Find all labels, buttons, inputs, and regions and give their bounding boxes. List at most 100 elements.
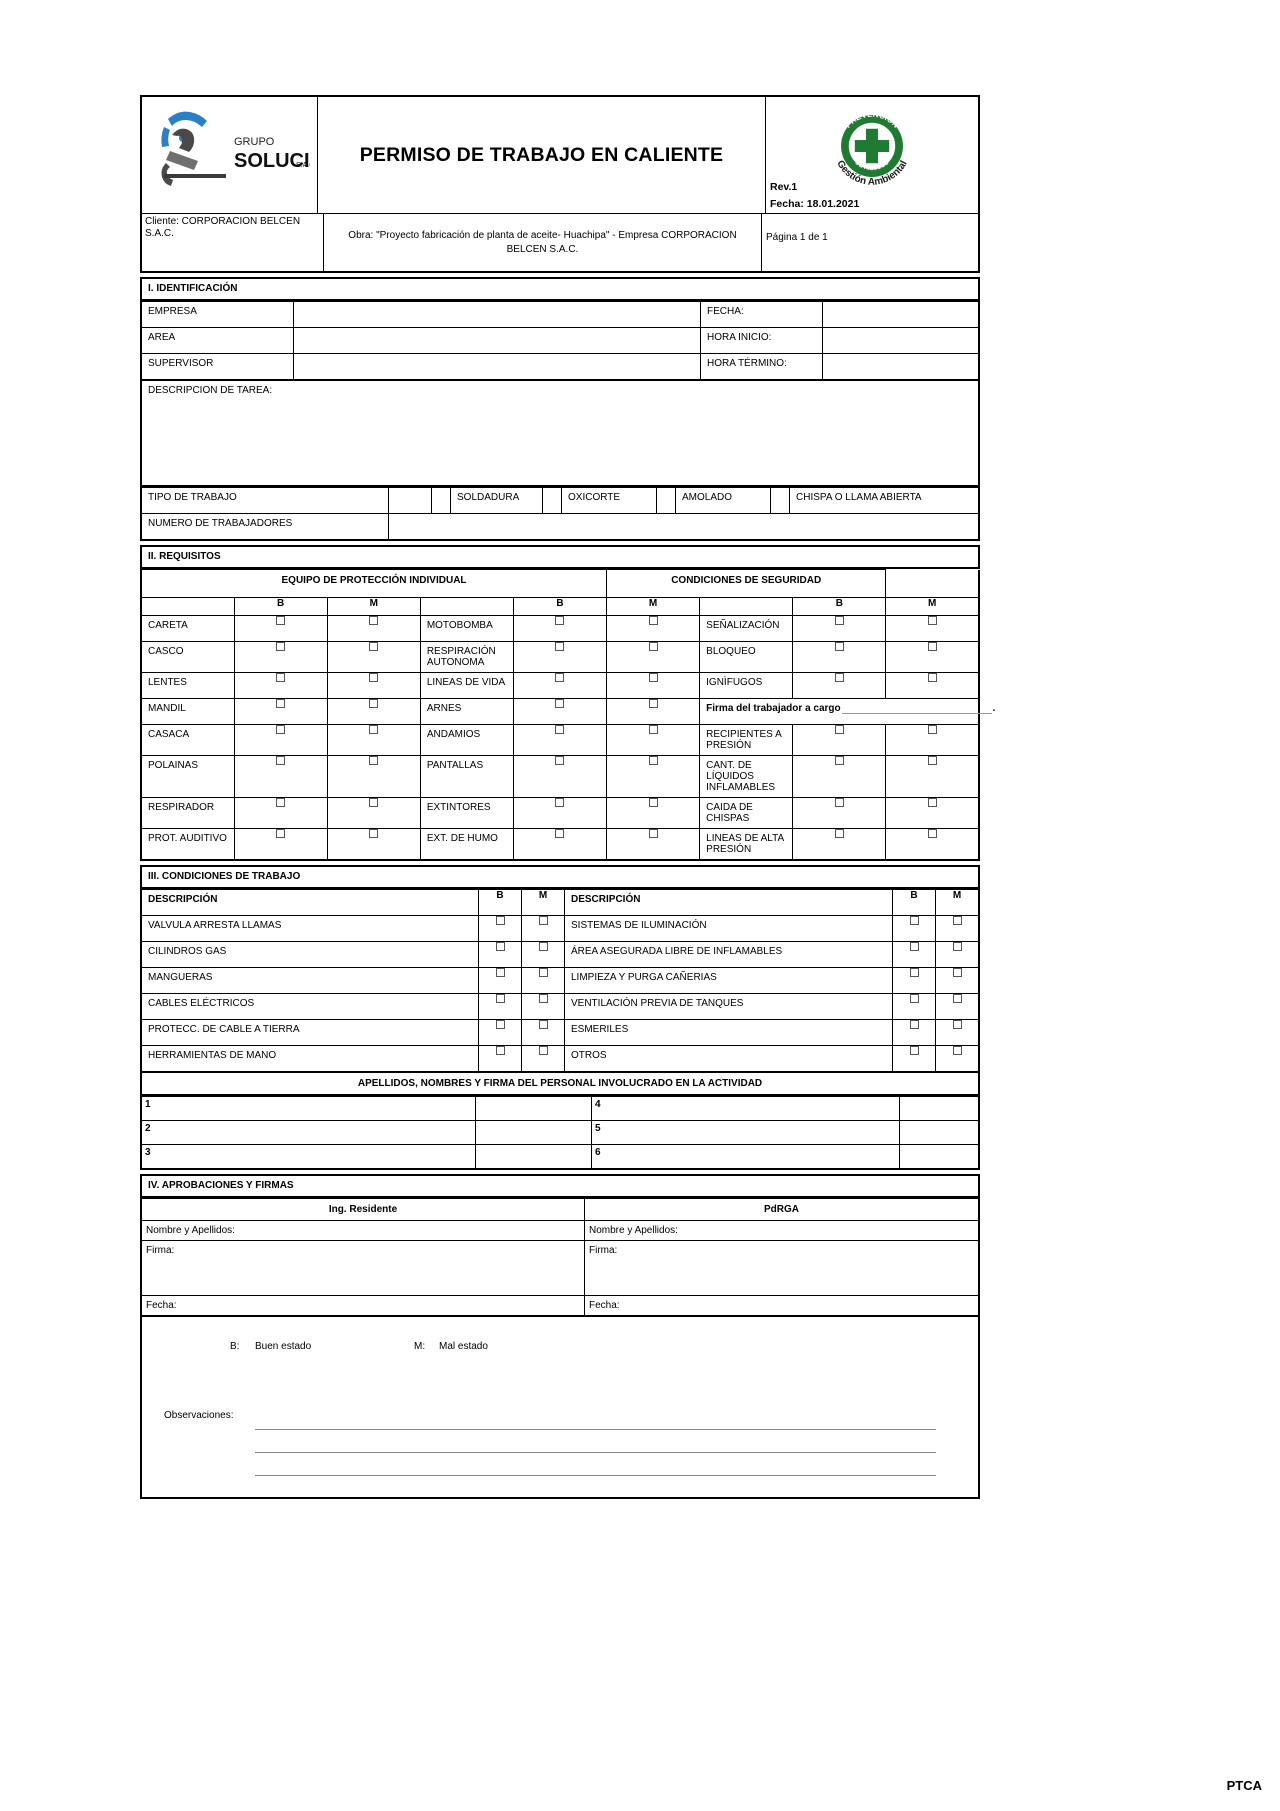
observaciones-lines[interactable] [255, 1407, 936, 1476]
checkbox-icon[interactable] [276, 756, 286, 765]
epp-item2-4-b[interactable] [512, 724, 608, 756]
epp-item-5-b[interactable] [233, 755, 328, 798]
cond-trabajo-left-2-m[interactable] [521, 967, 565, 994]
checkbox-icon[interactable] [276, 798, 286, 807]
checkbox-icon[interactable] [369, 756, 379, 765]
checkbox-icon[interactable] [952, 1046, 962, 1055]
checkbox-icon[interactable] [495, 942, 505, 951]
row-value-fecha[interactable] [822, 301, 980, 328]
epp-item2-2-b[interactable] [512, 672, 608, 699]
cond-seg-item-7-b[interactable] [792, 828, 887, 861]
cond-trabajo-right-1-m[interactable] [935, 941, 980, 968]
checkbox-icon[interactable] [834, 756, 844, 765]
row-value-supervisor[interactable] [293, 353, 701, 381]
cond-trabajo-right-3-m[interactable] [935, 993, 980, 1020]
checkbox-icon[interactable] [834, 616, 844, 625]
personnel-slot-3[interactable]: 3 [140, 1144, 476, 1170]
cond-trabajo-right-3-b[interactable] [892, 993, 936, 1020]
checkbox-icon[interactable] [927, 725, 937, 734]
cond-seg-item-5-b[interactable] [792, 755, 887, 798]
checkbox-icon[interactable] [648, 699, 658, 708]
row-value-area[interactable] [293, 327, 701, 354]
checkbox-icon[interactable] [927, 642, 937, 651]
epp-item-0-b[interactable] [233, 615, 328, 642]
personnel-sign-6[interactable] [899, 1144, 980, 1170]
personnel-slot-4[interactable]: 4 [591, 1096, 900, 1121]
checkbox-icon[interactable] [648, 642, 658, 651]
checkbox-icon[interactable] [648, 673, 658, 682]
checkbox-icon[interactable] [927, 829, 937, 838]
personnel-slot-5[interactable]: 5 [591, 1120, 900, 1145]
checkbox-icon[interactable] [495, 994, 505, 1003]
personnel-sign-4[interactable] [899, 1096, 980, 1121]
cond-trabajo-left-3-m[interactable] [521, 993, 565, 1020]
epp-item2-6-b[interactable] [512, 797, 608, 829]
firma-residente[interactable]: Firma: [140, 1240, 585, 1296]
checkbox-icon[interactable] [952, 916, 962, 925]
epp-item2-3-b[interactable] [512, 698, 608, 725]
tipo-trabajo-check-1[interactable] [431, 487, 451, 514]
checkbox-icon[interactable] [369, 798, 379, 807]
cond-trabajo-right-0-m[interactable] [935, 915, 980, 942]
epp-item2-5-m[interactable] [606, 755, 701, 798]
epp-item2-3-m[interactable] [606, 698, 701, 725]
checkbox-icon[interactable] [538, 994, 548, 1003]
cond-trabajo-right-2-b[interactable] [892, 967, 936, 994]
epp-item2-0-b[interactable] [512, 615, 608, 642]
checkbox-icon[interactable] [276, 616, 286, 625]
checkbox-icon[interactable] [495, 916, 505, 925]
observaciones-line-2[interactable] [255, 1430, 936, 1453]
cond-trabajo-right-1-b[interactable] [892, 941, 936, 968]
checkbox-icon[interactable] [369, 616, 379, 625]
checkbox-icon[interactable] [538, 916, 548, 925]
epp-item-5-m[interactable] [326, 755, 421, 798]
firma-trabajador-a-cargo[interactable]: Firma del trabajador a cargo. [699, 698, 995, 725]
checkbox-icon[interactable] [495, 1020, 505, 1029]
epp-item2-7-b[interactable] [512, 828, 608, 861]
checkbox-icon[interactable] [909, 942, 919, 951]
cond-trabajo-left-5-b[interactable] [478, 1045, 522, 1073]
checkbox-icon[interactable] [648, 616, 658, 625]
cond-seg-item-1-m[interactable] [885, 641, 980, 673]
cond-seg-item-6-b[interactable] [792, 797, 887, 829]
checkbox-icon[interactable] [369, 829, 379, 838]
personnel-slot-2[interactable]: 2 [140, 1120, 476, 1145]
epp-item2-0-m[interactable] [606, 615, 701, 642]
firma-pdrga[interactable]: Firma: [584, 1240, 980, 1296]
checkbox-icon[interactable] [834, 725, 844, 734]
epp-item-6-m[interactable] [326, 797, 421, 829]
observaciones-line-3[interactable] [255, 1453, 936, 1476]
epp-item2-7-m[interactable] [606, 828, 701, 861]
personnel-sign-1[interactable] [475, 1096, 592, 1121]
epp-item-7-b[interactable] [233, 828, 328, 861]
cond-trabajo-left-0-m[interactable] [521, 915, 565, 942]
checkbox-icon[interactable] [276, 699, 286, 708]
nombre-apellidos-pdrga[interactable]: Nombre y Apellidos: [584, 1220, 980, 1241]
checkbox-icon[interactable] [276, 829, 286, 838]
cond-trabajo-right-4-b[interactable] [892, 1019, 936, 1046]
checkbox-icon[interactable] [834, 798, 844, 807]
cond-trabajo-right-5-m[interactable] [935, 1045, 980, 1073]
cond-trabajo-left-1-m[interactable] [521, 941, 565, 968]
checkbox-icon[interactable] [369, 642, 379, 651]
firma-trabajador-line[interactable] [841, 713, 992, 714]
checkbox-icon[interactable] [555, 829, 565, 838]
checkbox-icon[interactable] [909, 1020, 919, 1029]
fecha-pdrga[interactable]: Fecha: [584, 1295, 980, 1317]
epp-item-3-m[interactable] [326, 698, 421, 725]
cond-seg-item-2-m[interactable] [885, 672, 980, 699]
personnel-sign-3[interactable] [475, 1144, 592, 1170]
checkbox-icon[interactable] [369, 725, 379, 734]
cond-seg-item-0-m[interactable] [885, 615, 980, 642]
checkbox-icon[interactable] [648, 798, 658, 807]
checkbox-icon[interactable] [952, 1020, 962, 1029]
personnel-sign-2[interactable] [475, 1120, 592, 1145]
cond-trabajo-left-4-b[interactable] [478, 1019, 522, 1046]
checkbox-icon[interactable] [952, 968, 962, 977]
checkbox-icon[interactable] [538, 1046, 548, 1055]
checkbox-icon[interactable] [834, 673, 844, 682]
cond-seg-item-0-b[interactable] [792, 615, 887, 642]
cond-trabajo-left-1-b[interactable] [478, 941, 522, 968]
cond-trabajo-right-4-m[interactable] [935, 1019, 980, 1046]
cond-trabajo-left-5-m[interactable] [521, 1045, 565, 1073]
